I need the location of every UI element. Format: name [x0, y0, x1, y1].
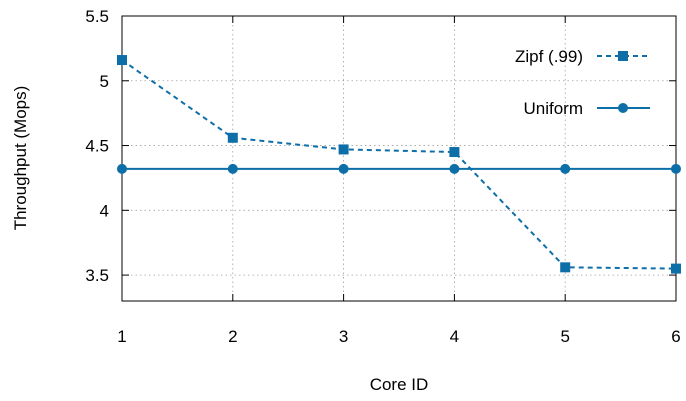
x-tick-label: 4: [450, 327, 459, 346]
data-point-uniform: [449, 163, 460, 174]
data-point-zipf-99: [338, 144, 349, 155]
data-point-uniform: [117, 163, 127, 174]
x-tick-label: 5: [560, 327, 569, 346]
legend-label: Zipf (.99): [515, 47, 583, 66]
data-point-uniform: [560, 163, 571, 174]
data-point-uniform: [671, 163, 681, 174]
axis-ticks: 3.5 4 4.5 5 5.5 1 2 3 4 5 6: [85, 7, 680, 346]
y-tick-label: 4: [100, 201, 109, 220]
y-tick-label: 3.5: [85, 266, 109, 285]
data-series: [117, 55, 681, 274]
legend-marker: [618, 51, 628, 61]
data-point-uniform: [227, 163, 238, 174]
x-axis-label: Core ID: [370, 375, 429, 394]
plot-frame: [121, 15, 677, 302]
x-tick-label: 2: [228, 327, 237, 346]
legend-entry-zipf-99: Zipf (.99): [515, 47, 650, 66]
y-tick-label: 4.5: [85, 137, 109, 156]
series-zipf-99: [117, 55, 681, 274]
data-point-zipf-99: [449, 147, 460, 158]
x-tick-label: 1: [117, 327, 126, 346]
x-tick-label: 3: [339, 327, 348, 346]
legend-marker: [618, 103, 628, 113]
legend-label: Uniform: [523, 99, 583, 118]
x-tick-label: 6: [671, 327, 680, 346]
data-point-uniform: [338, 163, 349, 174]
data-point-zipf-99: [671, 263, 681, 274]
legend: Zipf (.99) Uniform: [515, 47, 650, 118]
y-tick-label: 5: [100, 72, 109, 91]
data-point-zipf-99: [117, 55, 127, 66]
y-axis-label: Throughput (Mops): [11, 86, 30, 231]
data-point-zipf-99: [227, 132, 238, 143]
series-line-zipf-99: [121, 59, 677, 270]
y-tick-label: 5.5: [85, 7, 109, 26]
legend-entry-uniform: Uniform: [523, 99, 650, 118]
data-point-zipf-99: [560, 262, 571, 273]
series-uniform: [117, 163, 681, 174]
grid-lines: [122, 16, 676, 301]
